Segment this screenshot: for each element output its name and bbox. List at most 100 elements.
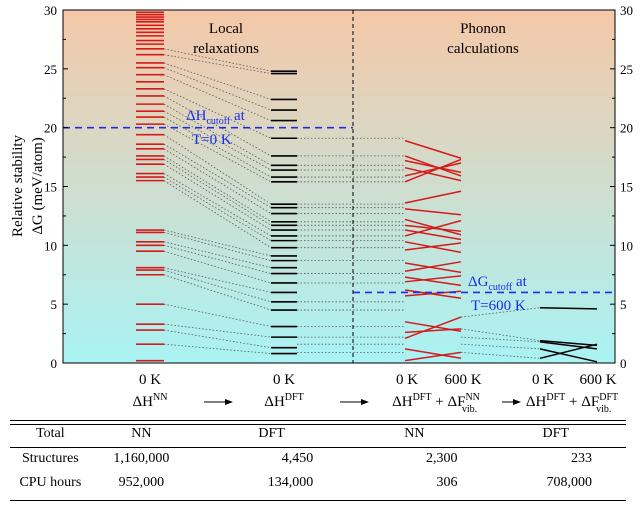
y-axis-label-line1: Relative stability [10, 134, 26, 237]
nn-phonon-curve [404, 229, 462, 241]
y-tick-label-left: 15 [44, 180, 57, 195]
connection-line [163, 232, 272, 262]
nn-phonon-curve [404, 276, 462, 287]
connection-line [163, 180, 272, 249]
cutoff-g-label: ΔGcutoff at [468, 274, 528, 293]
nn-phonon-curve [404, 289, 462, 300]
dft-phonon-curve [539, 306, 598, 310]
y-tick-label-left: 30 [44, 3, 57, 18]
y-tick-label-left: 25 [44, 62, 57, 77]
connection-line [163, 116, 272, 178]
temp-label-phonon-600: 600 K [444, 372, 481, 388]
table-header-row: Total NN DFT NN DFT [10, 420, 630, 447]
temp-label-h-dft: 0 K [273, 372, 295, 388]
cell-value: 2,300 [425, 451, 458, 466]
nn-phonon-curve [404, 348, 462, 360]
connection-line [163, 274, 272, 311]
connection-line [163, 244, 272, 274]
row-label-cpu-hours: CPU hours [19, 475, 82, 490]
nn-phonon-curve [404, 262, 462, 274]
cell-value: 233 [571, 451, 592, 466]
y-tick-label-left: 20 [44, 121, 57, 136]
y-tick-label-right: 15 [620, 180, 633, 195]
connection-line [163, 303, 272, 327]
row-label-structures: Structures [21, 451, 79, 466]
table-row: Structures 1,160,000 4,450 2,300 233 [10, 447, 630, 471]
dft-phonon-curve [539, 339, 598, 347]
dft-connection-line [460, 343, 541, 350]
nn-phonon-curve [404, 158, 462, 183]
table-top-rule [10, 420, 626, 425]
y-tick-label-right: 20 [620, 121, 633, 136]
cutoff-g-label-line2: T=600 K [471, 298, 526, 314]
cutoff-h-label: ΔHcutoff at [186, 108, 246, 127]
connection-line [163, 267, 272, 293]
axis-ticks: 0 0 5 5 10 10 15 15 20 20 25 25 30 30 [44, 3, 633, 371]
connection-line [163, 323, 272, 338]
nn-phonon-curve [404, 261, 462, 272]
y-axis-label-line2: ΔG (meV/atom) [30, 137, 46, 235]
y-tick-label-right: 30 [620, 3, 633, 18]
nn-phonon-curve [404, 166, 462, 182]
dft-connection-line [460, 336, 541, 343]
dft-phonon-curve [539, 343, 598, 360]
nn-phonon-curve [404, 224, 462, 232]
nn-phonon-curve [404, 208, 462, 216]
cell-value: 952,000 [118, 475, 165, 490]
y-tick-label-right: 25 [620, 62, 633, 77]
temp-label-dft-0: 0 K [532, 372, 554, 388]
cell-value: 708,000 [546, 475, 593, 490]
dft-phonon-curve [539, 348, 598, 363]
dft-phonon-curve [539, 341, 598, 350]
cutoff-h-label-line2: T=0 K [192, 132, 232, 148]
phonon-calculations-title-1: Phonon [460, 21, 506, 37]
connection-line [163, 134, 272, 205]
summary-table: Total NN DFT NN DFT Structures 1,160,000… [10, 420, 630, 495]
y-tick-label-right: 5 [620, 297, 627, 312]
temp-label-h-nn: 0 K [139, 372, 161, 388]
connection-line [163, 329, 272, 349]
cell-value: 306 [436, 475, 458, 490]
connection-line [163, 241, 272, 269]
connection-line [163, 62, 272, 100]
connection-line [163, 88, 272, 139]
header-dft-2: DFT [542, 425, 569, 441]
local-relaxations-title-2: relaxations [193, 41, 259, 57]
dft-connection-line [460, 328, 541, 342]
local-relaxations-title-1: Local [209, 21, 243, 37]
connection-line [163, 95, 272, 157]
phonon-curves [404, 139, 598, 363]
connection-line [163, 229, 272, 257]
header-nn-1: NN [131, 425, 152, 441]
nn-phonon-curve [404, 241, 462, 254]
temp-label-dft-600: 600 K [579, 372, 616, 388]
x-label-h-dft: ΔHDFT [264, 392, 303, 410]
connection-line [163, 54, 272, 74]
header-nn-2: NN [404, 425, 425, 441]
x-label-h-nn: ΔHNN [133, 392, 168, 410]
x-label-g-nn: ΔHDFT + ΔFNN vib. [392, 392, 480, 415]
table-bottom-rule [10, 500, 626, 501]
table-mid-rule [10, 447, 626, 448]
x-label-g-dft: ΔHDFT + ΔFDFT vib. [526, 392, 618, 415]
nn-phonon-curve [404, 351, 462, 362]
y-tick-label-right: 0 [620, 356, 627, 371]
temp-label-phonon-0: 0 K [396, 372, 418, 388]
connection-line [163, 48, 272, 72]
header-dft-1: DFT [258, 425, 285, 441]
nn-phonon-curve [404, 275, 462, 283]
y-tick-label-right: 10 [620, 238, 633, 253]
y-tick-label-left: 10 [44, 238, 57, 253]
y-tick-label-left: 0 [51, 356, 58, 371]
nn-phonon-curve [404, 155, 462, 177]
cell-value: 1,160,000 [113, 451, 170, 466]
energy-levels [136, 11, 297, 362]
connection-line [163, 67, 272, 111]
phonon-calculations-title-2: calculations [447, 41, 519, 57]
connection-line [163, 269, 272, 303]
connection-line [163, 110, 272, 171]
connection-line [163, 123, 272, 183]
dft-connection-line [460, 352, 541, 359]
connection-line [163, 343, 272, 354]
